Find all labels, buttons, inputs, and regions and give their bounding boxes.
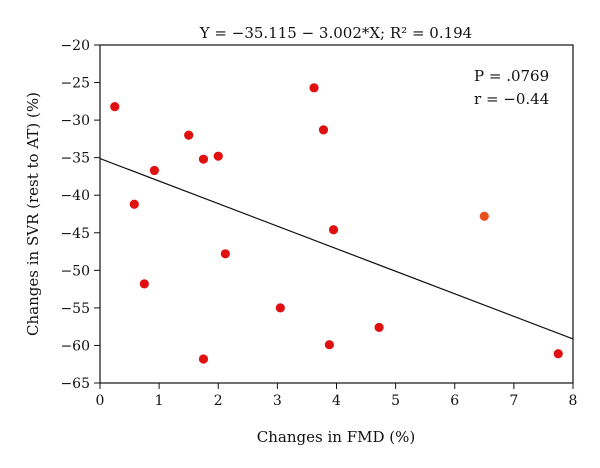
data-point <box>213 151 223 161</box>
y-tick-label: −30 <box>60 113 90 129</box>
data-point <box>139 279 149 289</box>
plot-frame <box>99 44 574 384</box>
data-point <box>479 211 489 221</box>
data-point <box>328 225 339 235</box>
x-tick-label: 2 <box>214 393 223 409</box>
x-tick-label: 3 <box>273 393 282 409</box>
p-value-annotation: P = .0769 <box>474 67 549 85</box>
x-tick-label: 4 <box>332 393 341 409</box>
data-point <box>553 349 563 359</box>
x-tick-label: 1 <box>155 393 164 409</box>
axis-ticks: 0 1 2 3 4 5 6 7 8 −20 −25 −30 −35 −40 −45 −50 −55 −60 −65 <box>60 38 577 409</box>
y-tick-label: −50 <box>60 263 90 279</box>
data-point <box>129 199 139 209</box>
y-tick-label: −45 <box>60 226 90 242</box>
data-point <box>275 303 285 313</box>
data-point <box>198 354 209 364</box>
r-value-annotation: r = −0.44 <box>474 90 549 108</box>
x-tick-label: 6 <box>450 393 459 409</box>
data-point <box>220 249 230 259</box>
x-tick-label: 7 <box>509 393 518 409</box>
x-tick-label: 5 <box>391 393 400 409</box>
data-point <box>324 340 335 350</box>
data-point <box>374 322 384 333</box>
y-tick-label: −40 <box>60 188 90 204</box>
y-tick-label: −65 <box>60 376 90 392</box>
regression-line <box>99 157 574 340</box>
data-point <box>184 130 194 140</box>
x-axis-label: Changes in FMD (%) <box>257 428 415 446</box>
y-tick-label: −25 <box>60 76 90 92</box>
y-axis-label: Changes in SVR (rest to AT) (%) <box>24 92 42 336</box>
x-tick-label: 8 <box>569 393 578 409</box>
data-point <box>198 154 209 164</box>
y-tick-label: −35 <box>60 151 90 167</box>
data-point <box>318 125 329 135</box>
y-tick-label: −60 <box>60 338 90 354</box>
data-point <box>110 101 120 112</box>
chart-title: Y = −35.115 − 3.002*X; R² = 0.194 <box>199 24 472 42</box>
data-point <box>149 165 159 176</box>
data-points <box>110 83 563 364</box>
data-point <box>309 83 319 93</box>
x-tick-label: 0 <box>96 393 105 409</box>
y-tick-label: −55 <box>60 301 90 317</box>
y-tick-label: −20 <box>60 38 90 54</box>
